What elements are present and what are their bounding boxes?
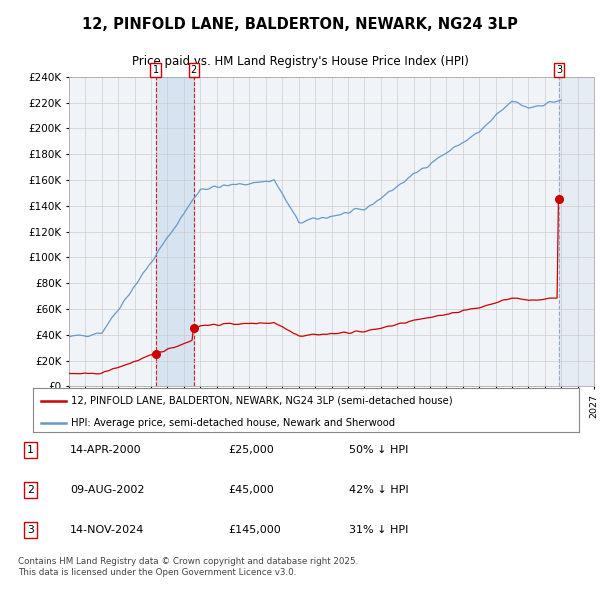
Text: 14-NOV-2024: 14-NOV-2024	[70, 525, 144, 535]
Bar	[559, 77, 594, 386]
Text: 42% ↓ HPI: 42% ↓ HPI	[349, 485, 409, 494]
Text: 1: 1	[152, 65, 158, 75]
Text: 2: 2	[191, 65, 197, 75]
Text: 12, PINFOLD LANE, BALDERTON, NEWARK, NG24 3LP: 12, PINFOLD LANE, BALDERTON, NEWARK, NG2…	[82, 17, 518, 32]
Text: HPI: Average price, semi-detached house, Newark and Sherwood: HPI: Average price, semi-detached house,…	[71, 418, 395, 428]
Text: 50% ↓ HPI: 50% ↓ HPI	[349, 445, 409, 454]
Text: 3: 3	[27, 525, 34, 535]
Text: 3: 3	[556, 65, 562, 75]
Text: £25,000: £25,000	[228, 445, 274, 454]
Bar	[155, 77, 194, 386]
Text: Contains HM Land Registry data © Crown copyright and database right 2025.
This d: Contains HM Land Registry data © Crown c…	[18, 558, 358, 577]
Text: 31% ↓ HPI: 31% ↓ HPI	[349, 525, 409, 535]
Text: 09-AUG-2002: 09-AUG-2002	[70, 485, 145, 494]
Text: £45,000: £45,000	[228, 485, 274, 494]
Text: 2: 2	[27, 485, 34, 494]
Text: Price paid vs. HM Land Registry's House Price Index (HPI): Price paid vs. HM Land Registry's House …	[131, 55, 469, 68]
Text: 12, PINFOLD LANE, BALDERTON, NEWARK, NG24 3LP (semi-detached house): 12, PINFOLD LANE, BALDERTON, NEWARK, NG2…	[71, 396, 453, 405]
Text: 1: 1	[27, 445, 34, 454]
Text: 14-APR-2000: 14-APR-2000	[70, 445, 142, 454]
Text: £145,000: £145,000	[228, 525, 281, 535]
